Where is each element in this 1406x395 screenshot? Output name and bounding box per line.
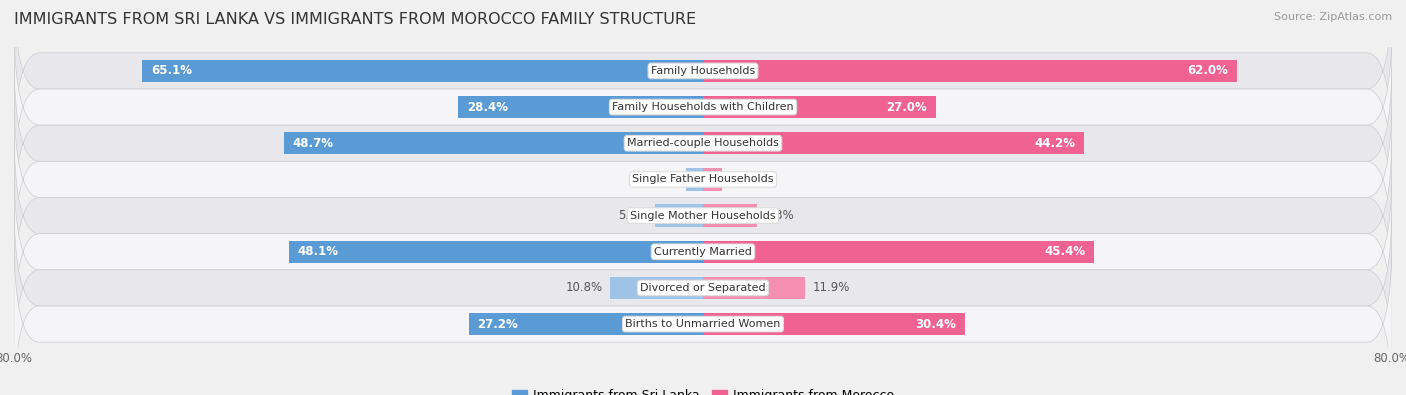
Bar: [703, 96, 935, 118]
Bar: [142, 60, 703, 82]
Text: Currently Married: Currently Married: [654, 247, 752, 257]
FancyBboxPatch shape: [14, 125, 1392, 306]
Bar: [655, 204, 703, 227]
Text: 62.0%: 62.0%: [1188, 64, 1229, 77]
Text: 2.2%: 2.2%: [728, 173, 759, 186]
Bar: [458, 96, 703, 118]
FancyBboxPatch shape: [14, 161, 1392, 342]
Text: 48.1%: 48.1%: [298, 245, 339, 258]
Text: 48.7%: 48.7%: [292, 137, 333, 150]
Text: 2.0%: 2.0%: [650, 173, 679, 186]
Bar: [703, 204, 758, 227]
Bar: [284, 132, 703, 154]
Bar: [703, 277, 806, 299]
Bar: [288, 241, 703, 263]
Legend: Immigrants from Sri Lanka, Immigrants from Morocco: Immigrants from Sri Lanka, Immigrants fr…: [506, 384, 900, 395]
Bar: [686, 168, 703, 191]
Bar: [703, 313, 965, 335]
Text: 30.4%: 30.4%: [915, 318, 956, 331]
FancyBboxPatch shape: [14, 89, 1392, 270]
Text: 65.1%: 65.1%: [150, 64, 193, 77]
Text: Family Households: Family Households: [651, 66, 755, 76]
Text: 44.2%: 44.2%: [1033, 137, 1076, 150]
Text: Single Mother Households: Single Mother Households: [630, 211, 776, 220]
Text: Source: ZipAtlas.com: Source: ZipAtlas.com: [1274, 12, 1392, 22]
Bar: [703, 241, 1094, 263]
Text: 27.2%: 27.2%: [478, 318, 519, 331]
Bar: [703, 60, 1237, 82]
Text: 11.9%: 11.9%: [813, 281, 849, 294]
Bar: [703, 132, 1084, 154]
Text: 6.3%: 6.3%: [763, 209, 794, 222]
Text: Married-couple Households: Married-couple Households: [627, 138, 779, 148]
Text: IMMIGRANTS FROM SRI LANKA VS IMMIGRANTS FROM MOROCCO FAMILY STRUCTURE: IMMIGRANTS FROM SRI LANKA VS IMMIGRANTS …: [14, 12, 696, 27]
Text: Divorced or Separated: Divorced or Separated: [640, 283, 766, 293]
Bar: [468, 313, 703, 335]
Text: 27.0%: 27.0%: [886, 101, 927, 114]
Text: 28.4%: 28.4%: [467, 101, 508, 114]
Text: 45.4%: 45.4%: [1045, 245, 1085, 258]
Text: Births to Unmarried Women: Births to Unmarried Women: [626, 319, 780, 329]
Text: Single Father Households: Single Father Households: [633, 175, 773, 184]
FancyBboxPatch shape: [14, 17, 1392, 198]
FancyBboxPatch shape: [14, 234, 1392, 395]
Text: 5.6%: 5.6%: [619, 209, 648, 222]
Bar: [703, 168, 721, 191]
FancyBboxPatch shape: [14, 0, 1392, 161]
Text: 10.8%: 10.8%: [567, 281, 603, 294]
FancyBboxPatch shape: [14, 198, 1392, 378]
FancyBboxPatch shape: [14, 53, 1392, 234]
Bar: [610, 277, 703, 299]
Text: Family Households with Children: Family Households with Children: [612, 102, 794, 112]
